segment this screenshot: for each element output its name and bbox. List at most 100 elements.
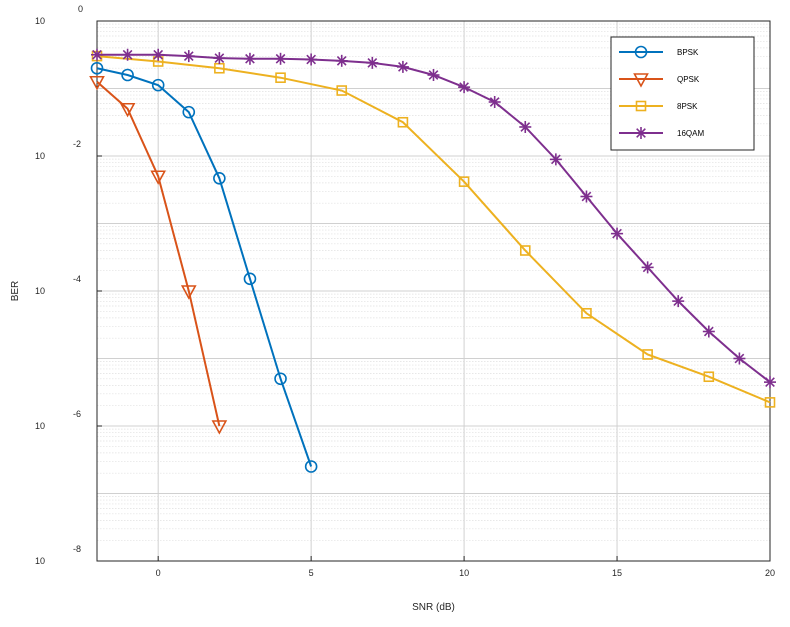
asterisk-stroke — [336, 55, 347, 66]
x-tick-label: 10 — [459, 568, 469, 578]
data-point — [519, 120, 532, 133]
asterisk-stroke — [550, 154, 561, 165]
data-point — [121, 68, 134, 82]
series-layer — [89, 48, 776, 473]
y-tick-base: 10 — [35, 16, 45, 26]
y-tick-exponent: -4 — [73, 274, 81, 284]
data-point — [213, 52, 226, 65]
asterisk-stroke — [673, 296, 684, 306]
series-line — [96, 81, 221, 427]
y-axis-label: BER — [10, 281, 21, 302]
y-tick-label: 10 -6 — [35, 409, 81, 431]
series-16qam — [91, 48, 776, 389]
asterisk-stroke — [245, 53, 255, 64]
data-point — [702, 325, 715, 338]
asterisk-stroke — [275, 53, 286, 64]
data-point — [703, 371, 715, 383]
y-tick-label: 10 -8 — [35, 544, 81, 566]
data-point — [397, 116, 409, 128]
series-qpsk — [89, 75, 228, 435]
y-tick-base: 10 — [35, 286, 45, 296]
y-axis-ticks: 10 0 10 -2 10 -4 10 -6 10 -8 — [35, 4, 102, 566]
legend-item-8psk: 8PSK — [619, 100, 698, 112]
data-point — [549, 153, 562, 166]
x-axis-ticks: 0 5 10 15 20 — [156, 556, 775, 578]
asterisk-stroke — [398, 62, 408, 72]
legend-label: BPSK — [677, 48, 699, 57]
legend-box — [610, 36, 755, 151]
series-bpsk — [90, 61, 318, 473]
asterisk-stroke — [428, 70, 439, 80]
data-point — [121, 48, 134, 61]
legend-marker — [633, 73, 649, 88]
y-tick-exponent: -6 — [73, 409, 81, 419]
asterisk-stroke — [459, 82, 469, 93]
asterisk-stroke — [636, 128, 646, 138]
y-tick-base: 10 — [35, 421, 45, 431]
data-point — [91, 48, 103, 61]
series-line — [96, 55, 771, 404]
data-point — [152, 48, 165, 61]
y-tick-label: 10 -4 — [35, 274, 81, 296]
legend-label: 16QAM — [677, 129, 704, 138]
data-point — [275, 72, 286, 83]
asterisk-stroke — [612, 228, 622, 239]
data-point — [458, 81, 471, 94]
y-tick-exponent: -2 — [73, 139, 81, 149]
legend-marker — [634, 45, 648, 59]
data-point — [580, 190, 593, 203]
data-point — [764, 397, 776, 408]
data-point — [581, 307, 592, 319]
data-point — [641, 261, 654, 274]
asterisk-stroke — [642, 262, 653, 273]
legend-item-16qam: 16QAM — [619, 127, 704, 139]
asterisk-stroke — [703, 326, 714, 337]
data-point — [151, 78, 165, 92]
data-point — [336, 85, 348, 96]
data-point — [119, 102, 136, 118]
data-point — [488, 96, 501, 108]
data-point — [90, 61, 104, 75]
x-tick-label: 5 — [309, 568, 314, 578]
data-point — [274, 372, 287, 386]
data-point — [642, 349, 653, 360]
asterisk-stroke — [765, 377, 775, 387]
data-point — [182, 105, 196, 119]
y-tick-exponent: 0 — [78, 4, 83, 14]
legend-label: QPSK — [677, 75, 700, 84]
asterisk-stroke — [183, 51, 194, 61]
data-point — [764, 376, 776, 389]
data-point — [396, 60, 409, 73]
legend-label: 8PSK — [677, 102, 698, 111]
data-point — [211, 420, 228, 435]
data-point — [305, 53, 318, 66]
asterisk-stroke — [734, 353, 745, 364]
data-point — [335, 54, 348, 67]
data-point — [611, 227, 624, 240]
asterisk-stroke — [367, 57, 378, 68]
asterisk-stroke — [489, 97, 500, 107]
data-point — [243, 272, 257, 286]
y-tick-label: 10 0 — [35, 4, 83, 26]
data-point — [366, 56, 379, 69]
asterisk-stroke — [92, 49, 102, 60]
data-point — [304, 460, 318, 473]
data-point — [243, 52, 256, 65]
data-point — [274, 52, 287, 65]
data-point — [672, 295, 685, 308]
data-point — [733, 352, 746, 365]
x-tick-label: 20 — [765, 568, 775, 578]
asterisk-stroke — [122, 49, 133, 60]
data-point — [150, 170, 167, 185]
data-point — [180, 285, 197, 300]
legend-marker — [635, 100, 647, 112]
data-point — [427, 69, 440, 81]
data-point — [89, 75, 105, 91]
legend-item-bpsk: BPSK — [619, 45, 699, 59]
series-line — [96, 67, 313, 467]
y-tick-base: 10 — [35, 556, 45, 566]
grid — [97, 20, 771, 562]
asterisk-stroke — [581, 191, 592, 202]
asterisk-stroke — [214, 53, 225, 63]
